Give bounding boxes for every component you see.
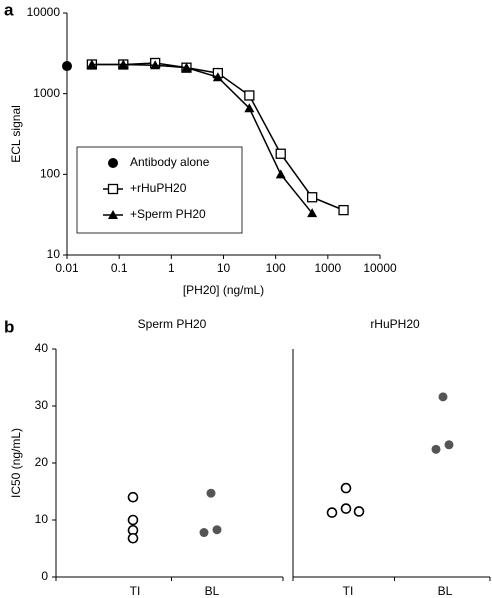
y-tick-label: 10 bbox=[47, 247, 61, 261]
data-point bbox=[431, 444, 441, 454]
y-axis-label: IC50 (ng/mL) bbox=[9, 428, 23, 498]
data-point bbox=[127, 532, 139, 544]
legend-label: +Sperm PH20 bbox=[130, 207, 206, 221]
plot-title: Sperm PH20 bbox=[138, 317, 207, 331]
x-tick-label: 1000 bbox=[314, 261, 341, 275]
x-tick-label: BL bbox=[438, 584, 453, 598]
y-tick-label: 10000 bbox=[27, 5, 61, 19]
data-point bbox=[127, 514, 139, 526]
x-tick-label: 1 bbox=[168, 261, 175, 275]
legend-marker bbox=[107, 183, 119, 195]
data-point bbox=[212, 525, 222, 535]
x-tick-label: 10000 bbox=[363, 261, 397, 275]
legend-box bbox=[76, 146, 243, 234]
x-tick-label: 0.1 bbox=[111, 261, 128, 275]
marker bbox=[244, 90, 255, 101]
panel-label: b bbox=[4, 317, 14, 336]
data-point bbox=[444, 440, 454, 450]
x-tick-label: TI bbox=[343, 584, 354, 598]
y-tick-label: 100 bbox=[40, 167, 60, 181]
series-line bbox=[91, 63, 313, 214]
marker bbox=[306, 192, 318, 203]
marker bbox=[118, 59, 129, 69]
y-tick-label: 30 bbox=[35, 398, 49, 412]
marker bbox=[307, 208, 318, 218]
marker bbox=[212, 72, 223, 82]
marker bbox=[338, 204, 349, 216]
x-tick-label: 10 bbox=[217, 261, 231, 275]
y-axis-label: ECL signal bbox=[9, 105, 23, 163]
marker bbox=[62, 61, 72, 72]
y-tick-label: 40 bbox=[35, 341, 49, 355]
marker bbox=[150, 60, 161, 70]
marker bbox=[275, 148, 286, 159]
legend-label: Antibody alone bbox=[130, 155, 210, 169]
data-point bbox=[340, 503, 352, 514]
data-point bbox=[340, 482, 352, 494]
x-axis-label: [PH20] (ng/mL) bbox=[183, 283, 264, 297]
marker bbox=[181, 62, 192, 72]
marker bbox=[244, 103, 255, 113]
x-tick-label: BL bbox=[205, 584, 220, 598]
x-tick-label: 0.01 bbox=[55, 261, 79, 275]
legend-label: +rHuPH20 bbox=[130, 181, 187, 195]
data-point bbox=[199, 528, 209, 538]
y-tick-label: 20 bbox=[35, 455, 49, 469]
marker bbox=[86, 59, 97, 69]
data-point bbox=[127, 491, 139, 503]
plot-title: rHuPH20 bbox=[370, 317, 420, 331]
legend-marker bbox=[108, 158, 118, 168]
data-point bbox=[326, 507, 338, 518]
legend-marker bbox=[108, 210, 118, 219]
y-tick-label: 0 bbox=[41, 569, 48, 583]
panel-label: a bbox=[4, 0, 14, 19]
y-tick-label: 10 bbox=[35, 512, 49, 526]
x-tick-label: TI bbox=[130, 584, 141, 598]
data-point bbox=[206, 488, 216, 498]
marker bbox=[275, 169, 286, 179]
y-tick-label: 1000 bbox=[33, 86, 60, 100]
data-point bbox=[438, 392, 448, 402]
x-tick-label: 100 bbox=[266, 261, 286, 275]
data-point bbox=[353, 506, 365, 517]
